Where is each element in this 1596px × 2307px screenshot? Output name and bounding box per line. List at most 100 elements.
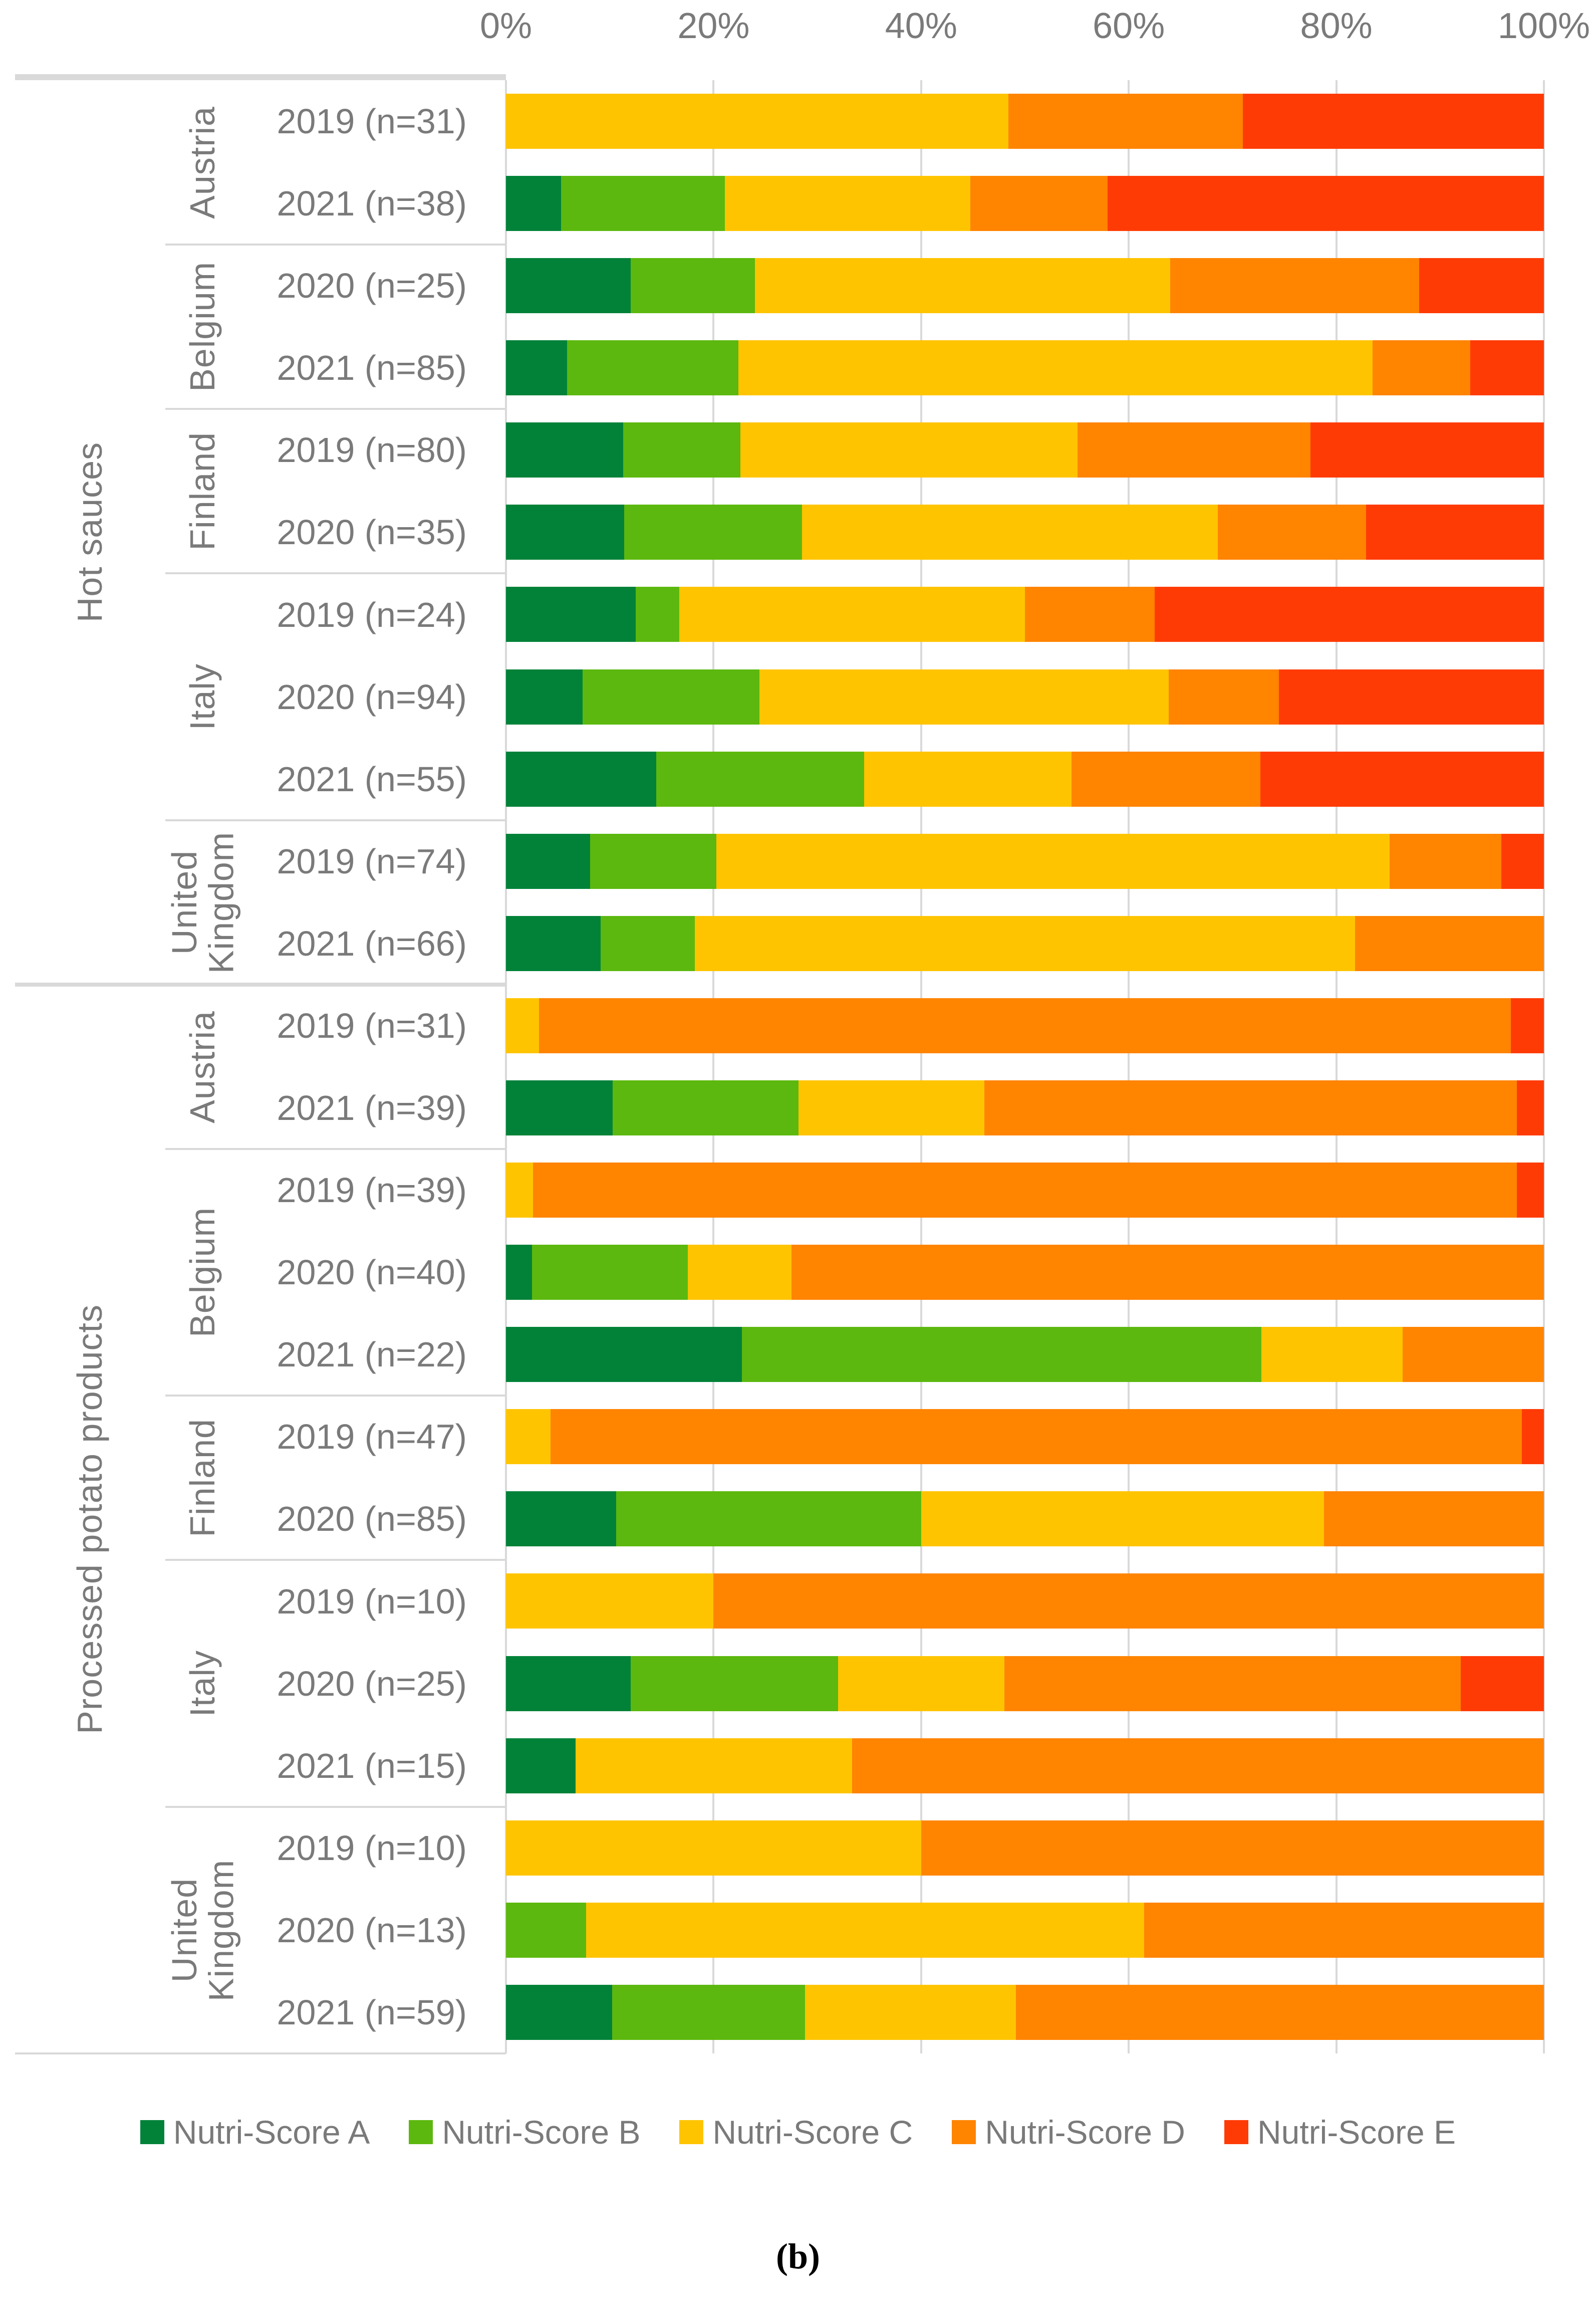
year-label: 2019 (n=47) bbox=[277, 1417, 467, 1457]
bar-segment-nutri-score-d bbox=[1004, 1656, 1461, 1711]
category-separator-line bbox=[15, 982, 506, 987]
bar-segment-nutri-score-c bbox=[724, 176, 971, 232]
year-label: 2019 (n=74) bbox=[277, 841, 467, 881]
bar-segment-nutri-score-c bbox=[864, 751, 1072, 807]
bar-segment-nutri-score-b bbox=[567, 340, 738, 396]
year-label: 2020 (n=25) bbox=[277, 1664, 467, 1703]
bar-row bbox=[506, 669, 1544, 725]
bar-segment-nutri-score-d bbox=[1016, 1984, 1544, 2040]
country-label: Austria bbox=[165, 80, 240, 245]
bar-segment-nutri-score-c bbox=[506, 1820, 921, 1876]
bar-segment-nutri-score-d bbox=[1323, 1491, 1544, 1547]
bar-segment-nutri-score-d bbox=[1169, 669, 1279, 725]
gridline bbox=[505, 80, 507, 2053]
bar-segment-nutri-score-a bbox=[506, 340, 568, 396]
legend-label: Nutri-Score A bbox=[173, 2114, 370, 2151]
year-label: 2020 (n=25) bbox=[277, 266, 467, 306]
bar-segment-nutri-score-e bbox=[1107, 176, 1544, 232]
bar-segment-nutri-score-e bbox=[1154, 587, 1544, 642]
country-label-text: Austria bbox=[183, 106, 222, 219]
bar-segment-nutri-score-d bbox=[551, 1409, 1522, 1465]
bar-segment-nutri-score-b bbox=[600, 915, 695, 971]
country-separator-line bbox=[165, 1805, 506, 1808]
bar-row bbox=[506, 505, 1544, 560]
bar-segment-nutri-score-d bbox=[984, 1080, 1517, 1135]
category-label: Hot sauces bbox=[15, 80, 165, 985]
bar-row bbox=[506, 340, 1544, 396]
bar-segment-nutri-score-d bbox=[1144, 1902, 1544, 1958]
bar-segment-nutri-score-b bbox=[616, 1491, 921, 1547]
legend-label: Nutri-Score C bbox=[712, 2114, 913, 2151]
bar-segment-nutri-score-a bbox=[506, 1656, 631, 1711]
bar-row bbox=[506, 1491, 1544, 1547]
bar-segment-nutri-score-d bbox=[1024, 587, 1155, 642]
label-table-top-border bbox=[15, 74, 506, 80]
bar-row bbox=[506, 1902, 1544, 1958]
bar-segment-nutri-score-b bbox=[623, 422, 740, 478]
year-label: 2019 (n=31) bbox=[277, 1006, 467, 1045]
bar-segment-nutri-score-b bbox=[741, 1327, 1261, 1382]
bar-row bbox=[506, 258, 1544, 314]
label-table-bottom-border bbox=[15, 2052, 506, 2054]
year-label: 2021 (n=15) bbox=[277, 1746, 467, 1785]
gridline bbox=[712, 80, 715, 2053]
country-label: Belgium bbox=[165, 1149, 240, 1396]
bar-segment-nutri-score-e bbox=[1310, 422, 1544, 478]
legend-item: Nutri-Score E bbox=[1224, 2113, 1456, 2151]
bar-segment-nutri-score-a bbox=[506, 1327, 742, 1382]
bar-segment-nutri-score-b bbox=[630, 258, 755, 314]
legend-item: Nutri-Score C bbox=[679, 2113, 913, 2151]
country-label: Italy bbox=[165, 1560, 240, 1806]
bar-segment-nutri-score-d bbox=[1170, 258, 1420, 314]
axis-tick-label: 60% bbox=[1093, 6, 1165, 46]
category-label-text: Hot sauces bbox=[70, 442, 110, 623]
bar-row bbox=[506, 1738, 1544, 1793]
bar-segment-nutri-score-e bbox=[1243, 94, 1544, 149]
bar-segment-nutri-score-a bbox=[506, 505, 625, 560]
bar-segment-nutri-score-e bbox=[1419, 258, 1544, 314]
bar-segment-nutri-score-c bbox=[716, 833, 1390, 889]
year-label: 2020 (n=94) bbox=[277, 677, 467, 717]
bar-segment-nutri-score-b bbox=[636, 587, 680, 642]
year-label: 2020 (n=35) bbox=[277, 513, 467, 552]
country-separator-line bbox=[165, 1148, 506, 1150]
country-label-text: Finland bbox=[183, 1419, 222, 1537]
country-label-text: Italy bbox=[183, 663, 222, 731]
country-label-text: Italy bbox=[183, 1650, 222, 1717]
country-label: Austria bbox=[165, 985, 240, 1149]
legend-label: Nutri-Score E bbox=[1257, 2114, 1456, 2151]
bar-row bbox=[506, 94, 1544, 149]
bar-row bbox=[506, 1245, 1544, 1300]
year-label: 2021 (n=66) bbox=[277, 924, 467, 963]
bar-segment-nutri-score-d bbox=[713, 1573, 1544, 1629]
legend: Nutri-Score A Nutri-Score B Nutri-Score C N… bbox=[0, 2102, 1596, 2162]
year-label: 2021 (n=39) bbox=[277, 1088, 467, 1128]
axis-tick-label: 40% bbox=[885, 6, 957, 46]
bar-segment-nutri-score-d bbox=[1402, 1327, 1544, 1382]
bar-segment-nutri-score-b bbox=[561, 176, 725, 232]
country-label: Finland bbox=[165, 409, 240, 573]
year-label: 2019 (n=10) bbox=[277, 1581, 467, 1621]
bar-segment-nutri-score-a bbox=[506, 1984, 612, 2040]
bar-segment-nutri-score-b bbox=[612, 1984, 806, 2040]
country-separator-line bbox=[165, 1395, 506, 1397]
bar-row bbox=[506, 1409, 1544, 1465]
gridline bbox=[1128, 80, 1130, 2053]
bar-segment-nutri-score-d bbox=[921, 1820, 1544, 1876]
axis-tick-label: 20% bbox=[677, 6, 750, 46]
bar-segment-nutri-score-d bbox=[970, 176, 1108, 232]
bar-segment-nutri-score-c bbox=[805, 1984, 1016, 2040]
year-label: 2021 (n=22) bbox=[277, 1335, 467, 1374]
year-label: 2021 (n=59) bbox=[277, 1992, 467, 2032]
bar-segment-nutri-score-c bbox=[838, 1656, 1004, 1711]
bar-segment-nutri-score-d bbox=[1077, 422, 1311, 478]
legend-swatch bbox=[679, 2120, 704, 2144]
gridline bbox=[920, 80, 922, 2053]
bar-segment-nutri-score-c bbox=[679, 587, 1025, 642]
bar-segment-nutri-score-c bbox=[695, 915, 1355, 971]
bar-row bbox=[506, 833, 1544, 889]
bar-segment-nutri-score-d bbox=[539, 998, 1511, 1053]
bar-segment-nutri-score-b bbox=[613, 1080, 799, 1135]
bar-segment-nutri-score-a bbox=[506, 1080, 613, 1135]
